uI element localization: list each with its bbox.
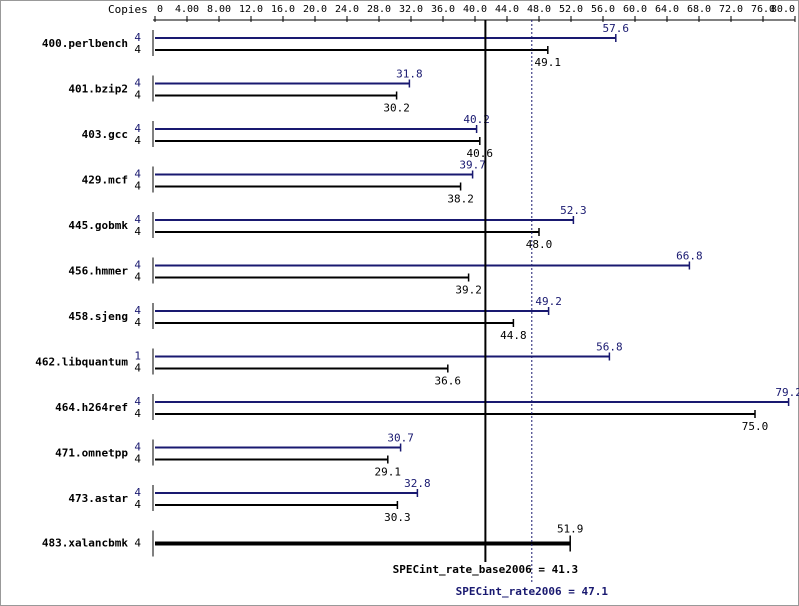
value-label: 49.1 <box>535 56 562 69</box>
copies-label: 1 <box>134 350 141 363</box>
x-tick-label: 80.0 <box>771 4 795 15</box>
value-label: 56.8 <box>596 341 623 354</box>
value-label: 38.2 <box>447 193 474 206</box>
x-tick-label: 56.0 <box>591 4 615 15</box>
category-label: 471.omnetpp <box>55 447 128 460</box>
value-label: 51.9 <box>557 523 584 536</box>
value-label: 75.0 <box>742 420 769 433</box>
value-label: 52.3 <box>560 204 587 217</box>
copies-label: 4 <box>134 362 141 375</box>
value-label: 40.6 <box>467 147 494 160</box>
category-label: 462.libquantum <box>35 356 128 369</box>
x-tick-label: 60.0 <box>623 4 647 15</box>
x-tick-label: 44.0 <box>495 4 519 15</box>
x-tick-label: 16.0 <box>271 4 295 15</box>
copies-label: 4 <box>134 395 141 408</box>
copies-label: 4 <box>134 122 141 135</box>
category-label: 483.xalancbmk <box>42 537 128 550</box>
x-tick-label: 4.00 <box>175 4 199 15</box>
value-label: 39.2 <box>455 284 482 297</box>
x-tick-label: 12.0 <box>239 4 263 15</box>
value-label: 79.2 <box>775 386 799 399</box>
value-label: 49.2 <box>535 295 562 308</box>
copies-label: 4 <box>134 259 141 272</box>
x-tick-label: 72.0 <box>719 4 743 15</box>
x-tick-label: 24.0 <box>335 4 359 15</box>
axis-label: Copies <box>108 3 148 16</box>
category-label: 400.perlbench <box>42 37 128 50</box>
copies-label: 4 <box>134 407 141 420</box>
copies-label: 4 <box>134 441 141 454</box>
category-label: 401.bzip2 <box>68 83 128 96</box>
x-tick-label: 48.0 <box>527 4 551 15</box>
value-label: 30.2 <box>383 102 410 115</box>
value-label: 39.7 <box>459 159 486 172</box>
copies-label: 4 <box>134 225 141 238</box>
x-tick-label: 0 <box>157 4 163 15</box>
copies-label: 4 <box>134 271 141 284</box>
copies-label: 4 <box>134 134 141 147</box>
category-label: 429.mcf <box>82 174 128 187</box>
value-label: 31.8 <box>396 68 423 81</box>
x-tick-label: 32.0 <box>399 4 423 15</box>
value-label: 66.8 <box>676 250 703 263</box>
copies-label: 4 <box>134 213 141 226</box>
x-tick-label: 76.0 <box>751 4 775 15</box>
copies-label: 4 <box>134 486 141 499</box>
copies-label: 4 <box>134 537 141 550</box>
reference-label: SPECint_rate2006 = 47.1 <box>456 585 609 598</box>
category-label: 403.gcc <box>82 128 128 141</box>
copies-label: 4 <box>134 31 141 44</box>
copies-label: 4 <box>134 43 141 56</box>
value-label: 57.6 <box>603 22 630 35</box>
value-label: 32.8 <box>404 477 431 490</box>
value-label: 40.2 <box>463 113 490 126</box>
value-label: 29.1 <box>375 466 402 479</box>
copies-label: 4 <box>134 304 141 317</box>
x-tick-label: 68.0 <box>687 4 711 15</box>
category-label: 458.sjeng <box>68 310 128 323</box>
x-tick-label: 8.00 <box>207 4 231 15</box>
copies-label: 4 <box>134 498 141 511</box>
value-label: 30.7 <box>387 432 414 445</box>
copies-label: 4 <box>134 453 141 466</box>
copies-label: 4 <box>134 316 141 329</box>
value-label: 44.8 <box>500 329 527 342</box>
value-label: 30.3 <box>384 511 411 524</box>
reference-label: SPECint_rate_base2006 = 41.3 <box>393 563 578 576</box>
copies-label: 4 <box>134 89 141 102</box>
x-tick-label: 20.0 <box>303 4 327 15</box>
category-label: 464.h264ref <box>55 401 128 414</box>
copies-label: 4 <box>134 180 141 193</box>
category-label: 445.gobmk <box>68 219 128 232</box>
value-label: 48.0 <box>526 238 553 251</box>
copies-label: 4 <box>134 168 141 181</box>
copies-label: 4 <box>134 77 141 90</box>
value-label: 36.6 <box>435 375 462 388</box>
x-tick-label: 36.0 <box>431 4 455 15</box>
x-tick-label: 64.0 <box>655 4 679 15</box>
category-label: 473.astar <box>68 492 128 505</box>
x-tick-label: 40.0 <box>463 4 487 15</box>
x-tick-label: 28.0 <box>367 4 391 15</box>
x-tick-label: 52.0 <box>559 4 583 15</box>
category-label: 456.hmmer <box>68 265 128 278</box>
